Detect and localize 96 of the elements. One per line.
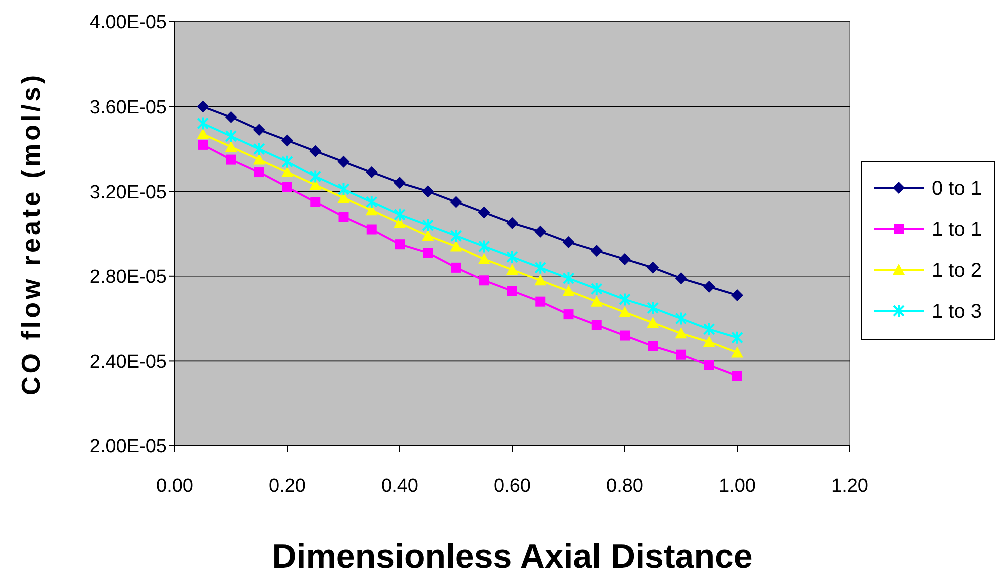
point xyxy=(506,264,518,276)
point xyxy=(338,182,350,196)
point xyxy=(310,197,321,208)
y-tick-label: 4.00E-05 xyxy=(90,12,167,34)
point xyxy=(282,182,292,192)
legend-label: 1 to 3 xyxy=(932,301,982,323)
point xyxy=(703,281,716,293)
point xyxy=(338,156,350,168)
point xyxy=(732,371,742,382)
point xyxy=(506,250,518,264)
legend-label: 1 to 1 xyxy=(932,219,982,241)
point xyxy=(534,274,547,286)
y-tick-label: 2.40E-05 xyxy=(90,352,167,373)
x-tick-label: 0.00 xyxy=(156,476,194,497)
point xyxy=(703,322,716,336)
point xyxy=(479,276,490,286)
point xyxy=(676,350,686,360)
point xyxy=(253,124,266,136)
point xyxy=(478,240,490,254)
point xyxy=(675,328,688,339)
point xyxy=(562,236,575,248)
point xyxy=(562,285,575,296)
point xyxy=(394,177,406,190)
x-tick-label: 0.80 xyxy=(606,476,644,497)
point xyxy=(366,204,378,216)
x-tick-label: 1.20 xyxy=(832,476,868,497)
point xyxy=(619,292,631,307)
point xyxy=(423,248,434,258)
point xyxy=(592,320,602,330)
point xyxy=(254,168,264,178)
point xyxy=(590,244,603,257)
point xyxy=(450,240,462,252)
point xyxy=(395,240,405,250)
point xyxy=(562,272,575,286)
point xyxy=(282,134,294,147)
point xyxy=(732,346,744,358)
point xyxy=(253,154,266,165)
point xyxy=(422,218,434,233)
point xyxy=(366,166,378,179)
point xyxy=(282,166,294,178)
y-tick-label: 3.60E-05 xyxy=(90,97,167,118)
point xyxy=(225,129,238,144)
point xyxy=(450,196,462,208)
point xyxy=(675,312,688,326)
point xyxy=(451,262,462,273)
point xyxy=(648,341,658,352)
point xyxy=(619,306,631,318)
point xyxy=(394,208,406,222)
point xyxy=(450,229,462,244)
point xyxy=(366,195,378,210)
point xyxy=(310,170,322,184)
point xyxy=(647,262,660,274)
legend-label: 0 to 1 xyxy=(932,178,982,200)
point xyxy=(282,154,294,169)
x-tick-label: 0.20 xyxy=(269,476,306,497)
point xyxy=(422,230,434,242)
point xyxy=(506,217,518,230)
point xyxy=(225,141,238,152)
point xyxy=(226,154,236,165)
point xyxy=(564,310,574,320)
point xyxy=(704,360,714,370)
point xyxy=(590,282,603,296)
point xyxy=(197,100,210,113)
point xyxy=(508,286,518,296)
point xyxy=(310,145,322,158)
point xyxy=(198,140,208,150)
point xyxy=(590,296,603,307)
point xyxy=(366,224,377,235)
point xyxy=(422,186,434,198)
y-axis-title: CO flow reate (mol/s) xyxy=(16,72,46,396)
point xyxy=(534,226,547,238)
legend-label: 1 to 2 xyxy=(932,260,982,282)
point xyxy=(675,272,688,285)
point xyxy=(647,317,660,328)
point xyxy=(478,253,490,264)
point xyxy=(620,330,630,341)
y-tick-label: 2.00E-05 xyxy=(90,436,167,458)
point xyxy=(703,336,716,348)
point xyxy=(536,296,546,307)
point xyxy=(253,142,266,156)
point xyxy=(478,206,490,219)
point xyxy=(647,301,660,316)
y-tick-label: 3.20E-05 xyxy=(90,182,167,204)
x-tick-label: 0.40 xyxy=(382,476,418,497)
point xyxy=(619,253,631,266)
point xyxy=(732,289,744,302)
point xyxy=(338,212,349,222)
point xyxy=(534,260,547,275)
x-axis-title: Dimensionless Axial Distance xyxy=(272,538,753,576)
point xyxy=(197,116,210,131)
x-tick-label: 0.60 xyxy=(494,476,531,497)
point xyxy=(732,330,744,345)
y-tick-label: 2.80E-05 xyxy=(90,267,167,288)
point xyxy=(225,111,238,124)
x-tick-label: 1.00 xyxy=(719,476,756,497)
point xyxy=(197,128,210,140)
